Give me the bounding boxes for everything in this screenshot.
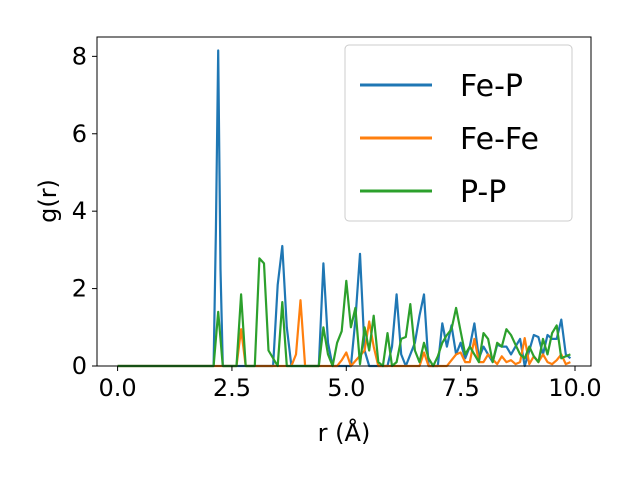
legend-label-1: Fe-Fe <box>460 122 539 157</box>
legend-label-0: Fe-P <box>460 69 523 104</box>
x-tick-label: 10.0 <box>548 374 601 402</box>
plot-frame <box>96 36 592 367</box>
legend-label-2: P-P <box>460 175 506 210</box>
legend: Fe-P Fe-Fe P-P <box>344 44 573 222</box>
y-tick-label: 0 <box>72 352 87 380</box>
y-tick-label: 4 <box>72 197 87 225</box>
x-tick-label: 5.0 <box>327 374 365 402</box>
y-tick-label: 2 <box>72 275 87 303</box>
y-ticks: 0 2 4 6 8 <box>72 42 97 380</box>
x-axis-label: r (Å) <box>318 418 371 447</box>
y-axis-label: g(r) <box>34 179 62 223</box>
x-tick-label: 7.5 <box>442 374 480 402</box>
y-tick-label: 6 <box>72 120 87 148</box>
series-line-2 <box>117 257 571 368</box>
legend-frame <box>344 44 573 222</box>
y-tick-label: 8 <box>72 42 87 70</box>
x-ticks: 0.0 2.5 5.0 7.5 10.0 <box>98 366 602 402</box>
x-tick-label: 0.0 <box>98 374 136 402</box>
x-tick-label: 2.5 <box>213 374 251 402</box>
